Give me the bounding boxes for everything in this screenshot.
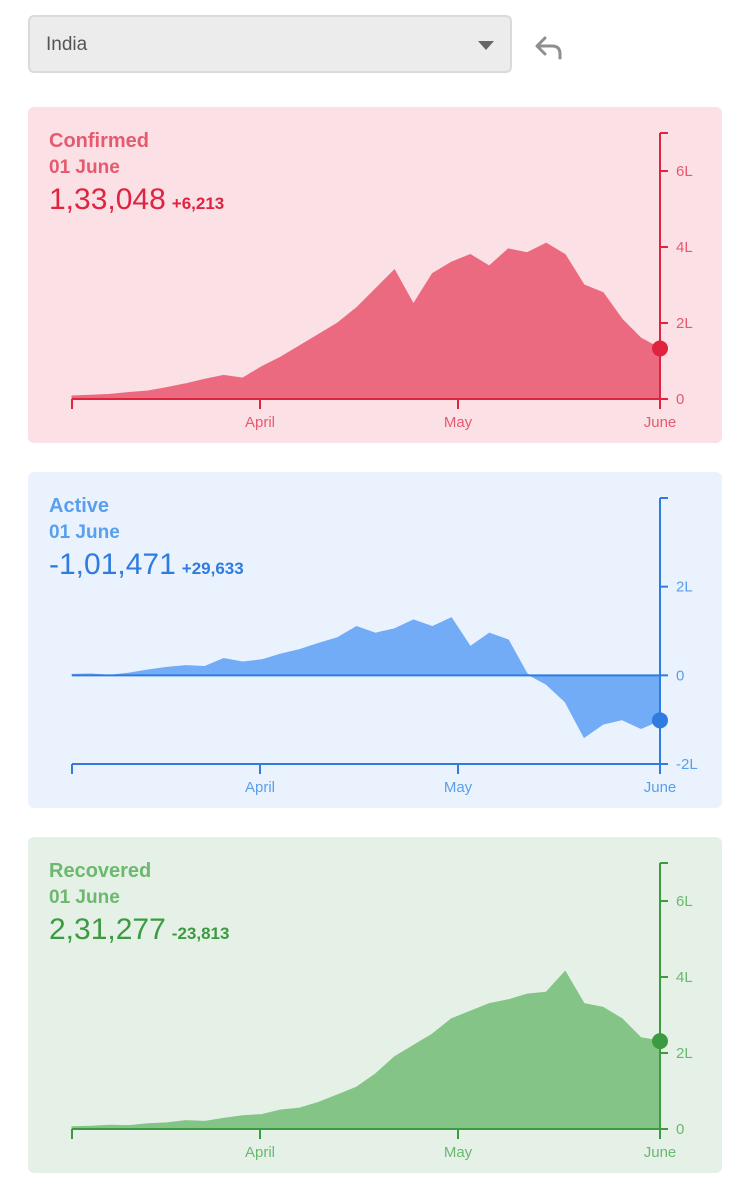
current-value-dot[interactable] xyxy=(652,340,668,357)
confirmed-card[interactable]: Confirmed 01 June 1,33,048 +6,213 April Ma… xyxy=(28,107,722,443)
y-tick-label: 2L xyxy=(676,1045,693,1062)
y-tick-label: 4L xyxy=(676,239,693,256)
x-tick-label: April xyxy=(245,1144,275,1161)
y-tick-label: 2L xyxy=(676,579,693,596)
x-tick-label: May xyxy=(444,779,473,796)
top-bar: India xyxy=(0,0,750,90)
card-title: Confirmed xyxy=(49,130,149,152)
y-tick-label: 0 xyxy=(676,667,684,684)
area-series xyxy=(71,617,661,739)
current-value-dot[interactable] xyxy=(652,1033,668,1050)
x-tick-label: June xyxy=(644,414,677,431)
active-chart[interactable]: April May June -2L 0 2L xyxy=(28,472,722,808)
card-title: Active xyxy=(49,495,110,517)
delta-value: +6,213 xyxy=(171,194,225,213)
card-count: -1,01,471 +29,633 xyxy=(49,548,244,582)
card-count: 2,31,277 -23,813 xyxy=(49,913,229,947)
country-select-value: India xyxy=(46,34,88,55)
delta-value: +29,633 xyxy=(181,559,244,578)
delta-value: -23,813 xyxy=(171,924,230,943)
confirmed-chart[interactable]: April May June 0 2L 4L 6L xyxy=(28,107,722,443)
y-tick-label: 0 xyxy=(676,1121,684,1138)
count-value: -1,01,471 xyxy=(49,548,176,581)
active-card[interactable]: Active 01 June -1,01,471 +29,633 April May… xyxy=(28,472,722,808)
card-count: 1,33,048 +6,213 xyxy=(49,183,224,217)
current-value-dot[interactable] xyxy=(652,712,668,729)
x-tick-label: June xyxy=(644,1144,677,1161)
y-tick-label: 0 xyxy=(676,391,684,408)
y-tick-label: 6L xyxy=(676,163,693,180)
y-tick-label: -2L xyxy=(676,756,698,773)
card-date: 01 June xyxy=(49,157,120,178)
y-tick-label: 4L xyxy=(676,969,693,986)
area-series xyxy=(71,242,661,400)
x-tick-label: May xyxy=(444,1144,473,1161)
y-tick-label: 2L xyxy=(676,315,693,332)
x-tick-label: May xyxy=(444,414,473,431)
undo-arrow-icon[interactable] xyxy=(532,30,566,64)
count-value: 2,31,277 xyxy=(49,913,166,946)
x-tick-label: April xyxy=(245,414,275,431)
recovered-card[interactable]: Recovered 01 June 2,31,277 -23,813 April M… xyxy=(28,837,722,1173)
y-tick-label: 6L xyxy=(676,893,693,910)
x-tick-label: April xyxy=(245,779,275,796)
card-title: Recovered xyxy=(49,860,152,882)
count-value: 1,33,048 xyxy=(49,183,166,216)
area-series xyxy=(71,970,661,1130)
dropdown-arrow-icon xyxy=(478,41,494,50)
recovered-chart[interactable]: April May June 0 2L 4L 6L xyxy=(28,837,722,1173)
card-date: 01 June xyxy=(49,887,120,908)
card-date: 01 June xyxy=(49,522,120,543)
x-tick-label: June xyxy=(644,779,677,796)
country-select[interactable]: India xyxy=(28,15,512,73)
